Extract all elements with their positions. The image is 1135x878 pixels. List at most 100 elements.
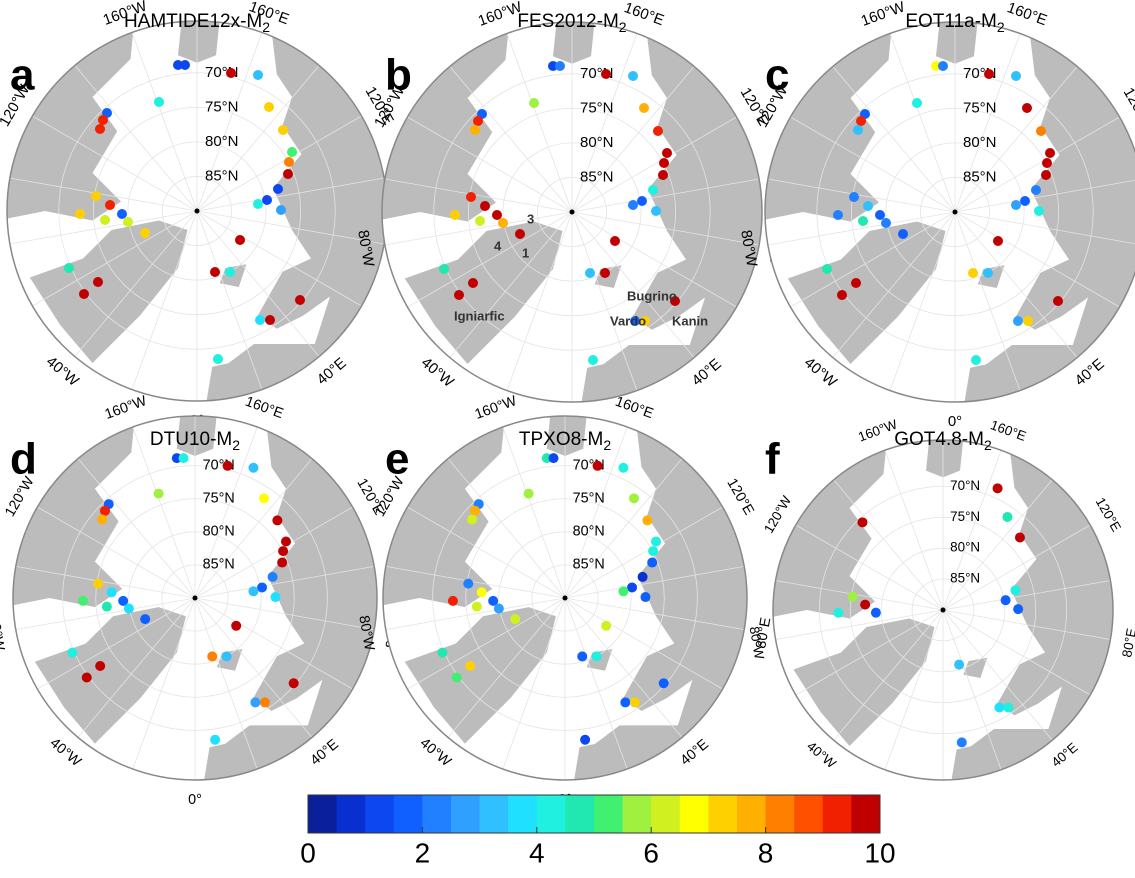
landmass	[213, 416, 377, 780]
lon-label: 160°W	[856, 416, 899, 444]
panel-letter: a	[10, 51, 35, 100]
lon-label: 160°W	[473, 393, 520, 423]
station-dot	[938, 61, 948, 71]
graticule	[37, 597, 196, 690]
station-dot	[548, 61, 558, 71]
landmass	[178, 21, 226, 63]
station-dot	[610, 236, 620, 246]
colorbar-swatch	[822, 795, 852, 833]
station-dot	[173, 60, 183, 70]
station-dot	[91, 191, 101, 201]
station-dot	[258, 493, 269, 504]
station-dot	[670, 296, 680, 306]
graticule	[32, 115, 198, 212]
title-main: TPXO8-M	[519, 429, 603, 450]
station-dot	[647, 557, 658, 568]
station-dot	[983, 268, 993, 278]
station-dot	[437, 647, 448, 658]
station-dot	[954, 659, 965, 670]
station-dot	[207, 651, 218, 662]
graticule	[407, 506, 566, 599]
station-dot	[101, 601, 112, 612]
graticule	[564, 506, 723, 599]
station-dot	[618, 586, 629, 597]
colorbar-swatch	[765, 795, 795, 833]
station-dot	[262, 195, 272, 205]
lon-label: 40°W	[47, 735, 85, 770]
lon-label: 160°W	[103, 393, 150, 423]
panel-title: GOT4.8-M2	[894, 429, 992, 453]
graticule	[194, 566, 375, 599]
station-dot	[1023, 316, 1033, 326]
landmass	[553, 22, 601, 64]
graticule	[795, 609, 944, 696]
graticule	[131, 32, 198, 212]
lon-label: 40°E	[689, 355, 725, 389]
station-dot	[510, 614, 521, 625]
station-dot	[592, 460, 603, 471]
landmass	[565, 732, 675, 780]
lat-label: 75°N	[580, 99, 614, 116]
station-dot	[93, 578, 104, 589]
map-border	[772, 439, 1114, 781]
lon-label: 40°E	[1049, 740, 1081, 770]
graticule	[790, 116, 956, 213]
lat-label: 80°N	[573, 524, 605, 540]
graticule	[37, 506, 196, 599]
station-dot	[637, 196, 647, 206]
station-dot	[971, 355, 981, 365]
graticule	[884, 450, 944, 611]
lon-label: 80°W	[747, 625, 768, 660]
map-border	[381, 21, 763, 403]
title-sub: 2	[232, 437, 240, 453]
colorbar-swatch	[794, 795, 824, 833]
colorbar-swatch	[365, 795, 395, 833]
station-dot	[281, 536, 291, 547]
graticule	[775, 580, 944, 611]
lat-label: 75°N	[205, 98, 239, 115]
station-dot	[853, 125, 863, 135]
colorbar-swatch	[851, 795, 881, 833]
lon-label: 80°W	[0, 614, 7, 652]
station-dot	[1034, 206, 1044, 216]
station-dot	[105, 200, 115, 210]
lon-label: 160°E	[1005, 0, 1049, 29]
station-dot	[492, 210, 502, 220]
graticule	[384, 211, 573, 246]
station-dot	[288, 678, 299, 689]
panel-letter: f	[765, 435, 780, 484]
graticule	[196, 210, 362, 307]
station-dot	[277, 557, 288, 568]
station-dot	[253, 199, 263, 209]
lon-label: 80°E	[1119, 627, 1135, 658]
station-dot	[250, 697, 261, 708]
graticule	[832, 211, 956, 358]
station-dot	[493, 603, 504, 614]
station-dot	[450, 210, 460, 220]
graticule	[571, 33, 638, 213]
station-dot	[585, 268, 595, 278]
colorbar-tick-label: 0	[300, 837, 316, 868]
colorbar-border	[307, 794, 881, 834]
station-dot	[523, 488, 534, 499]
station-dot	[1011, 200, 1021, 210]
colorbar-swatch	[679, 795, 709, 833]
lat-label: 75°N	[573, 491, 605, 507]
colorbar-swatch	[393, 795, 423, 833]
station-dot	[1020, 196, 1030, 206]
station-dot	[529, 98, 539, 108]
station-dot	[833, 607, 844, 618]
title-main: EOT11a-M	[905, 11, 997, 32]
station-dot	[1003, 702, 1014, 713]
title-sub: 2	[984, 437, 992, 453]
graticule	[502, 426, 566, 599]
lon-label: 0°	[948, 413, 962, 430]
annotation: Bugrino	[627, 288, 677, 303]
graticule	[194, 458, 313, 599]
lon-label: 80°W	[737, 229, 760, 269]
panel-letter: e	[385, 435, 409, 484]
station-dot	[833, 210, 843, 220]
graticule	[954, 33, 1021, 213]
lon-label: 0°	[188, 792, 202, 808]
lon-label: 80°E	[753, 616, 774, 650]
